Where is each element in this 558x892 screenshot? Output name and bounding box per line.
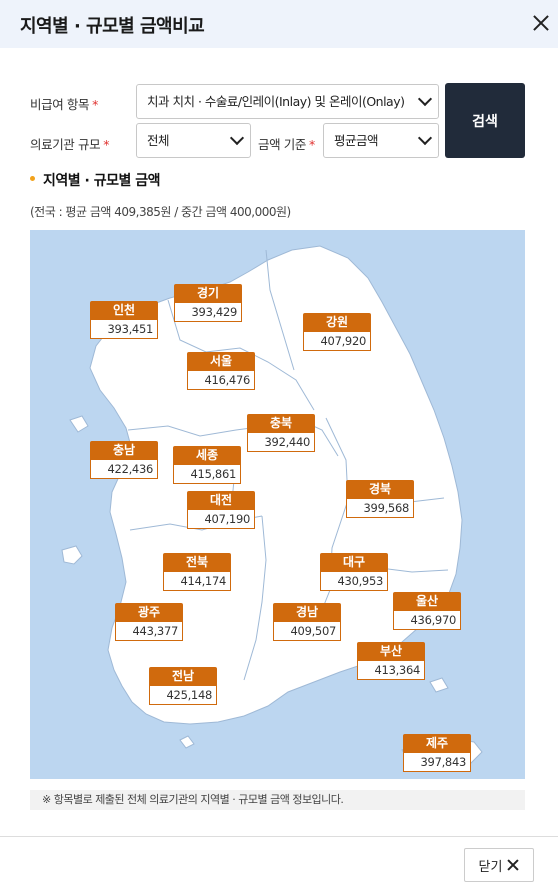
bullet-dot-icon bbox=[30, 175, 35, 181]
region-jeonbuk[interactable]: 전북 414,174 bbox=[163, 553, 231, 591]
required-mark: * bbox=[103, 137, 110, 152]
chevron-down-icon bbox=[419, 96, 430, 107]
region-gwangju[interactable]: 광주 443,377 bbox=[115, 603, 183, 641]
search-button[interactable]: 검색 bbox=[445, 83, 525, 158]
chevron-down-icon bbox=[419, 135, 430, 146]
region-gyeongnam[interactable]: 경남 409,507 bbox=[273, 603, 341, 641]
region-chungnam[interactable]: 충남 422,436 bbox=[90, 441, 158, 479]
basis-select-value: 평균금액 bbox=[334, 133, 379, 148]
region-ulsan[interactable]: 울산 436,970 bbox=[393, 592, 461, 630]
chevron-down-icon bbox=[231, 135, 242, 146]
region-chungbuk[interactable]: 충북 392,440 bbox=[247, 414, 315, 452]
close-icon bbox=[507, 859, 519, 871]
region-jeonnam[interactable]: 전남 425,148 bbox=[149, 667, 217, 705]
region-busan[interactable]: 부산 413,364 bbox=[357, 642, 425, 680]
dialog-header: 지역별 · 규모별 금액비교 bbox=[0, 0, 558, 48]
region-seoul[interactable]: 서울 416,476 bbox=[187, 352, 255, 390]
close-button-label: 닫기 bbox=[478, 859, 503, 875]
region-jeju[interactable]: 제주 397,843 bbox=[403, 734, 471, 772]
footer-divider bbox=[0, 836, 558, 837]
region-incheon[interactable]: 인천 393,451 bbox=[90, 301, 158, 339]
region-sejong[interactable]: 세종 415,861 bbox=[173, 446, 241, 484]
region-daegu[interactable]: 대구 430,953 bbox=[320, 553, 388, 591]
required-mark: * bbox=[308, 137, 315, 152]
region-daejeon[interactable]: 대전 407,190 bbox=[187, 491, 255, 529]
region-gangwon[interactable]: 강원 407,920 bbox=[303, 313, 371, 351]
scale-label: 의료기관 규모 * bbox=[30, 137, 110, 152]
close-icon[interactable] bbox=[530, 12, 552, 34]
required-mark: * bbox=[92, 97, 98, 112]
close-button[interactable]: 닫기 bbox=[464, 848, 534, 882]
item-select-value: 치과 치치 · 수술료/인레이(Inlay) 및 온레이(Onlay) bbox=[147, 94, 405, 109]
korea-map: 인천 393,451 경기 393,429 강원 407,920 서울 416,476 … bbox=[30, 230, 525, 779]
item-label: 비급여 항목 * bbox=[30, 97, 98, 112]
scale-select-value: 전체 bbox=[147, 133, 170, 148]
basis-label: 금액 기준 * bbox=[258, 137, 315, 152]
item-select[interactable]: 치과 치치 · 수술료/인레이(Inlay) 및 온레이(Onlay) bbox=[136, 84, 439, 119]
info-note: ※ 항목별로 제출된 전체 의료기관의 지역별 · 규모별 금액 정보입니다. bbox=[30, 790, 525, 810]
national-summary: (전국 : 평균 금액 409,385원 / 중간 금액 400,000원) bbox=[30, 205, 291, 219]
region-gyeonggi[interactable]: 경기 393,429 bbox=[174, 284, 242, 322]
scale-select[interactable]: 전체 bbox=[136, 123, 251, 158]
section-title: 지역별 · 규모별 금액 bbox=[30, 170, 160, 190]
basis-select[interactable]: 평균금액 bbox=[323, 123, 439, 158]
dialog-title: 지역별 · 규모별 금액비교 bbox=[20, 16, 205, 37]
region-gyeongbuk[interactable]: 경북 399,568 bbox=[346, 480, 414, 518]
